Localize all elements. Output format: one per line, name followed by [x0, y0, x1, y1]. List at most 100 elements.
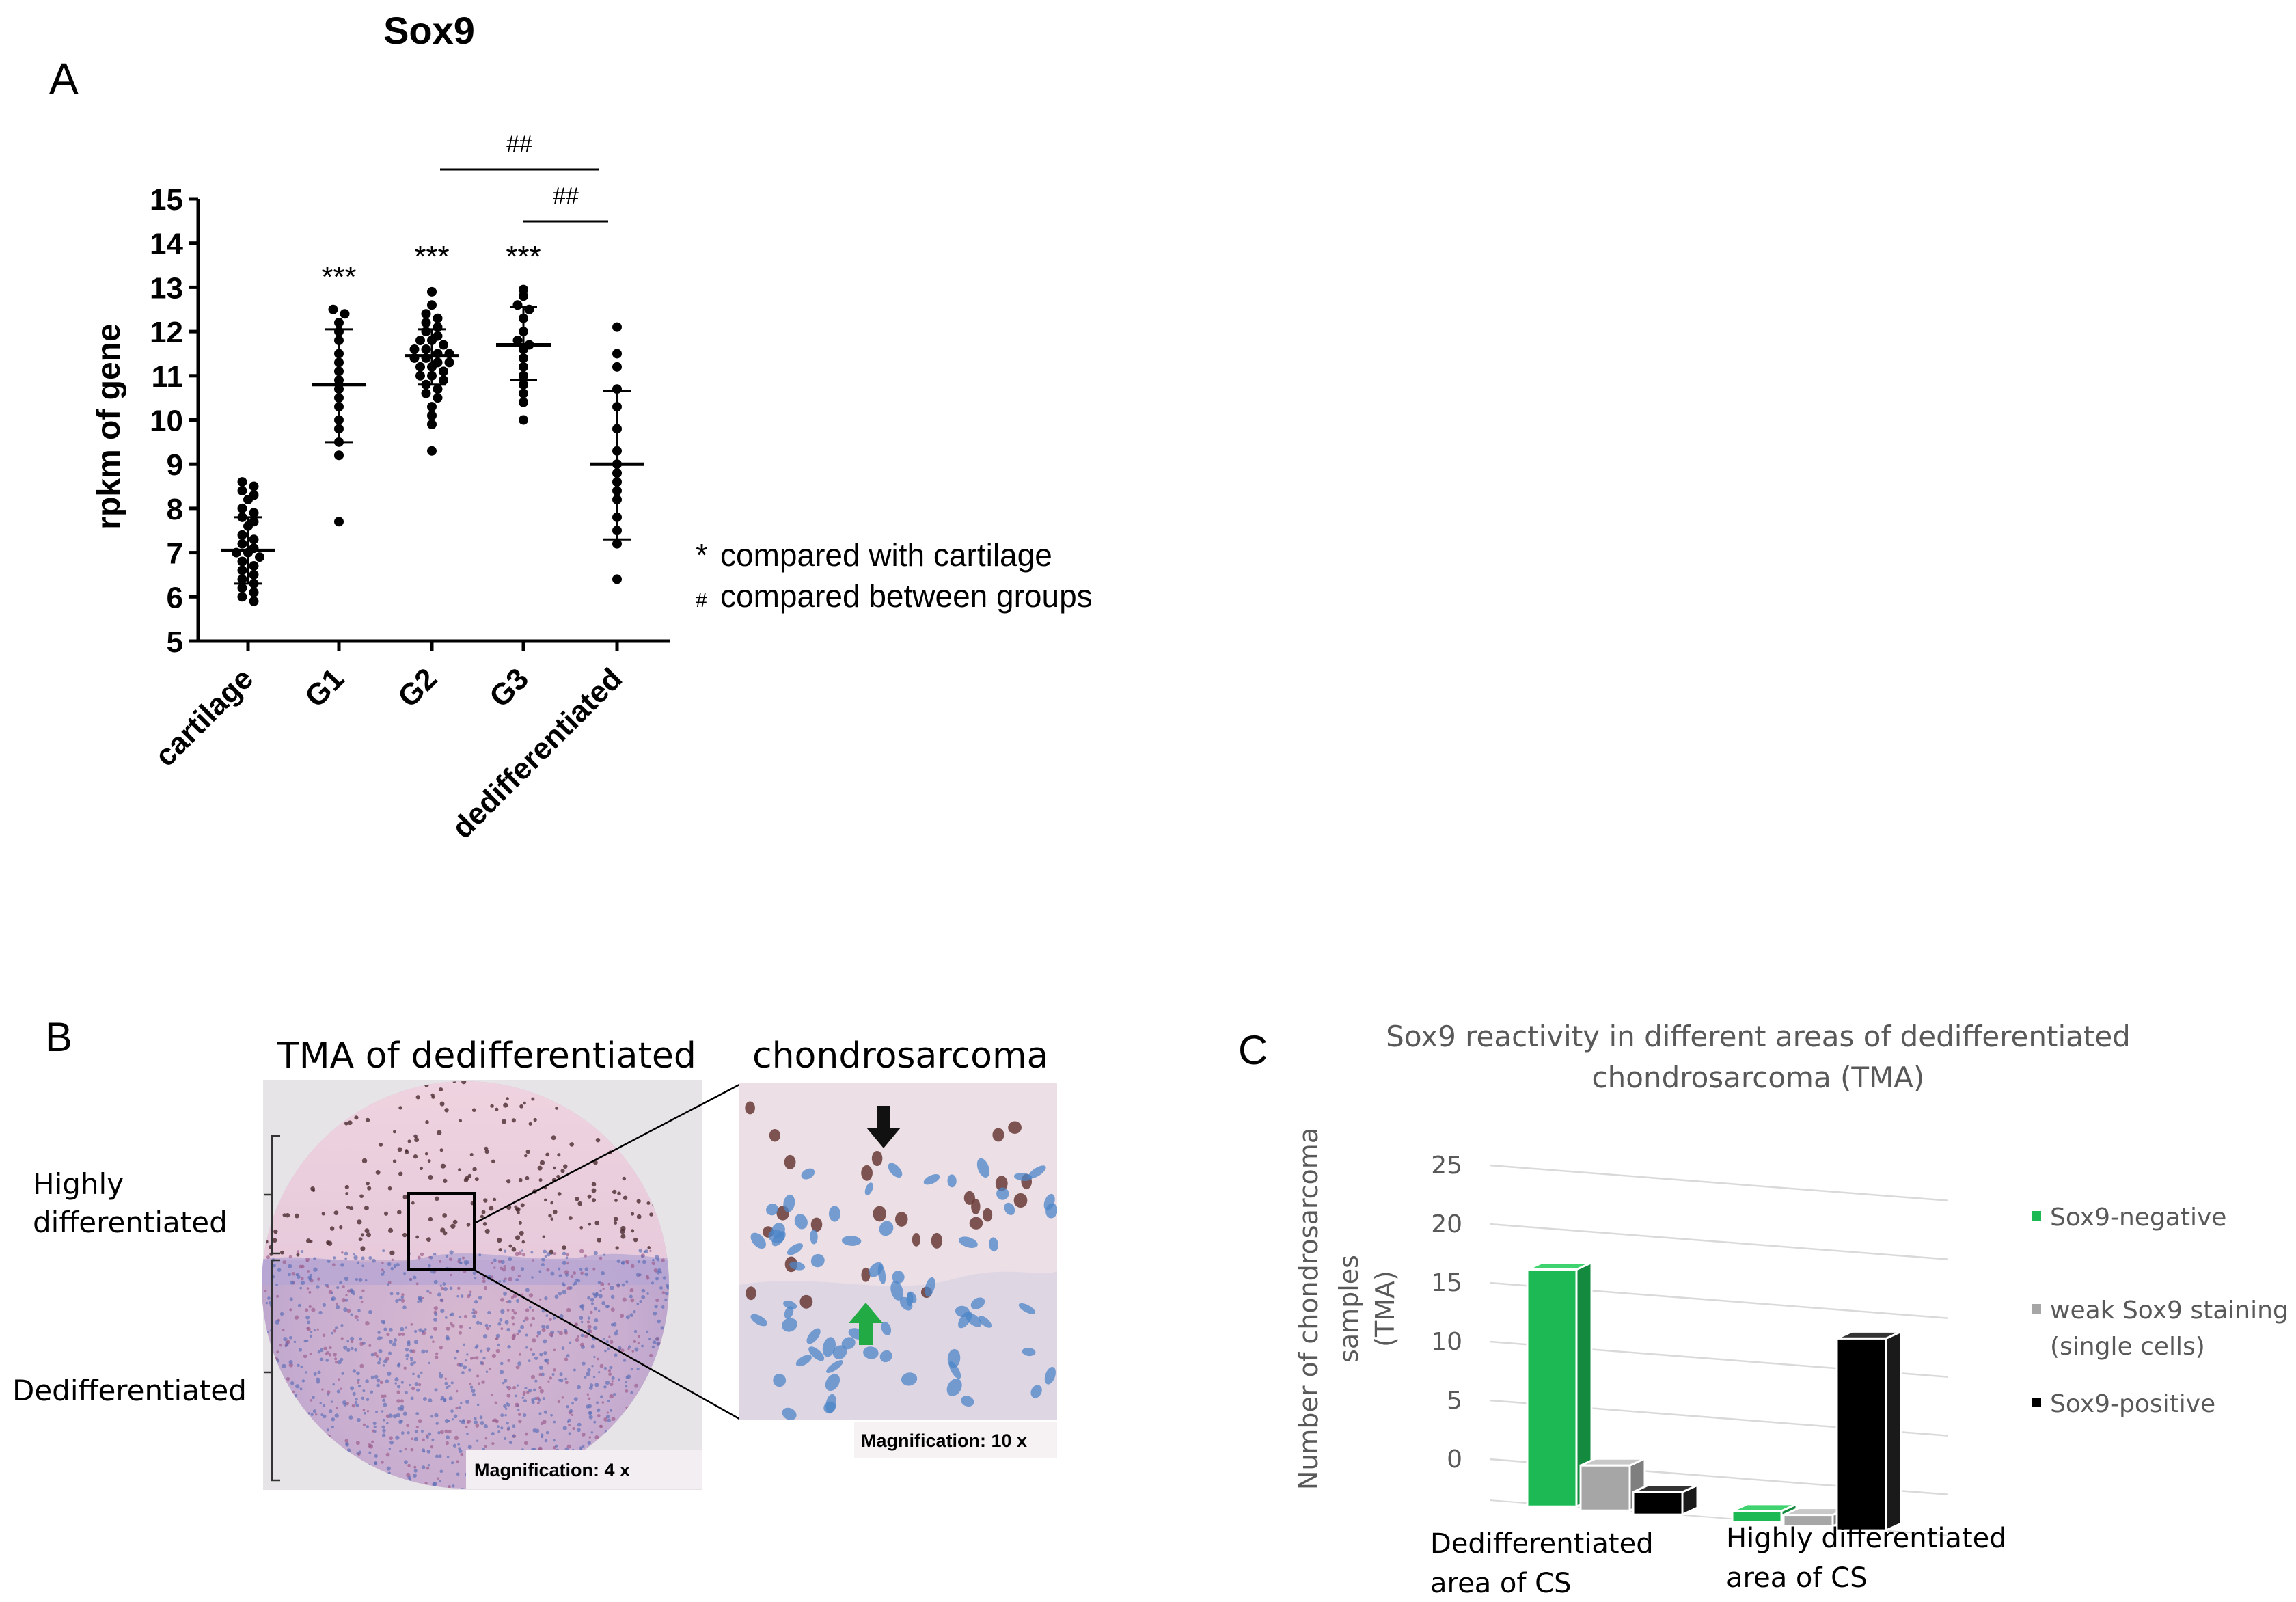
- scatter-point: [237, 539, 247, 549]
- tma-cell-dot: [648, 1338, 651, 1340]
- tma-cell-dot: [525, 1308, 530, 1312]
- tma-nucleus-dot: [562, 1245, 566, 1250]
- tma-cell-dot: [322, 1333, 326, 1338]
- tma-cell-dot: [625, 1315, 630, 1320]
- tma-cell-dot: [506, 1403, 510, 1407]
- tma-cell-dot: [484, 1444, 487, 1448]
- tma-cell-dot: [400, 1327, 405, 1332]
- tma-cell-dot: [607, 1418, 611, 1422]
- tma-nucleus-dot: [469, 1152, 474, 1156]
- tma-cell-dot: [307, 1270, 310, 1273]
- tma-nucleus-dot: [419, 1166, 424, 1170]
- tma-cell-dot: [610, 1294, 615, 1299]
- zoom-blue-nucleus: [825, 1374, 840, 1391]
- tma-cell-dot: [378, 1349, 383, 1353]
- panel-c-letter: C: [1238, 1027, 1268, 1073]
- tma-cell-dot: [543, 1249, 547, 1254]
- tma-nucleus-dot: [444, 1108, 449, 1113]
- scatter-point: [519, 284, 528, 295]
- tma-cell-dot: [528, 1305, 532, 1309]
- tma-cell-dot: [381, 1262, 384, 1264]
- tma-nucleus-dot: [579, 1225, 584, 1230]
- bar-front-face: [1835, 1337, 1887, 1532]
- tma-cell-dot: [480, 1420, 484, 1425]
- tma-cell-dot: [387, 1280, 392, 1284]
- tma-cell-dot: [290, 1280, 295, 1285]
- tma-cell-dot: [454, 1357, 457, 1360]
- tma-cell-dot: [433, 1279, 438, 1284]
- scatter-point: [427, 419, 437, 429]
- tma-cell-dot: [352, 1391, 356, 1396]
- bracket-dedifferentiated: [264, 1259, 280, 1482]
- tma-nucleus-dot: [366, 1181, 370, 1186]
- tma-cell-dot: [565, 1256, 569, 1260]
- tma-cell-dot: [390, 1292, 394, 1296]
- tma-cell-dot: [464, 1359, 467, 1362]
- zoom-brown-nucleus: [983, 1208, 993, 1222]
- tma-cell-dot: [625, 1385, 628, 1388]
- tma-cell-dot: [335, 1326, 338, 1330]
- tma-cell-dot: [603, 1338, 605, 1341]
- tma-cell-dot: [335, 1302, 338, 1305]
- tma-cell-dot: [616, 1259, 621, 1263]
- tma-cell-dot: [353, 1253, 355, 1256]
- tma-cell-dot: [420, 1371, 423, 1374]
- tma-cell-dot: [456, 1350, 459, 1353]
- tma-cell-dot: [500, 1413, 504, 1417]
- tma-cell-dot: [590, 1344, 595, 1349]
- tma-cell-dot: [523, 1399, 527, 1403]
- tma-cell-dot: [638, 1249, 643, 1253]
- tma-cell-dot: [372, 1422, 377, 1426]
- tma-cell-dot: [500, 1361, 504, 1366]
- tma-cell-dot: [400, 1299, 405, 1303]
- tma-nucleus-dot: [613, 1217, 618, 1221]
- tma-cell-dot: [506, 1327, 510, 1332]
- tma-cell-dot: [404, 1448, 407, 1451]
- tma-nucleus-dot: [482, 1221, 487, 1226]
- tma-cell-dot: [335, 1361, 338, 1364]
- tma-cell-dot: [507, 1359, 510, 1362]
- tma-cell-dot: [511, 1309, 515, 1312]
- zoom-brown-nucleus: [873, 1206, 886, 1222]
- tma-cell-dot: [421, 1465, 426, 1469]
- tma-cell-dot: [599, 1256, 603, 1260]
- tma-cell-dot: [409, 1383, 411, 1387]
- tma-cell-dot: [488, 1325, 491, 1328]
- tma-cell-dot: [351, 1404, 355, 1408]
- tma-cell-dot: [577, 1385, 581, 1389]
- scatter-point: [421, 327, 431, 337]
- tma-nucleus-dot: [501, 1119, 507, 1124]
- positive-nucleus-arrow-icon: [866, 1106, 901, 1148]
- tma-cell-dot: [497, 1260, 502, 1264]
- tma-cell-dot: [418, 1328, 423, 1333]
- tma-cell-dot: [346, 1289, 351, 1293]
- tma-cell-dot: [577, 1279, 581, 1283]
- tma-cell-dot: [400, 1404, 405, 1409]
- tma-cell-dot: [411, 1349, 416, 1354]
- tma-cell-dot: [599, 1363, 604, 1368]
- tma-cell-dot: [521, 1396, 525, 1399]
- tma-cell-dot: [320, 1491, 323, 1493]
- tma-cell-dot: [561, 1396, 564, 1399]
- tma-cell-dot: [611, 1417, 616, 1422]
- tma-cell-dot: [289, 1308, 292, 1312]
- tma-nucleus-dot: [612, 1189, 617, 1195]
- tma-cell-dot: [417, 1300, 420, 1303]
- tma-cell-dot: [355, 1398, 358, 1401]
- tma-cell-dot: [466, 1353, 469, 1356]
- tma-cell-dot: [533, 1388, 536, 1392]
- scatter-point: [439, 375, 448, 385]
- zoom-blue-nucleus: [789, 1261, 806, 1271]
- zoom-brown-nucleus: [784, 1154, 796, 1170]
- zoom-image: Magnification: 10 x: [739, 1083, 1057, 1458]
- tma-nucleus-dot: [306, 1238, 311, 1243]
- scatter-point: [612, 322, 622, 332]
- tma-cell-dot: [564, 1331, 568, 1335]
- tma-cell-dot: [601, 1401, 605, 1404]
- tma-cell-dot: [308, 1412, 311, 1415]
- tma-cell-dot: [372, 1258, 376, 1263]
- tma-cell-dot: [500, 1260, 505, 1264]
- tma-cell-dot: [463, 1260, 468, 1264]
- tma-cell-dot: [545, 1325, 549, 1329]
- tma-cell-dot: [344, 1251, 348, 1256]
